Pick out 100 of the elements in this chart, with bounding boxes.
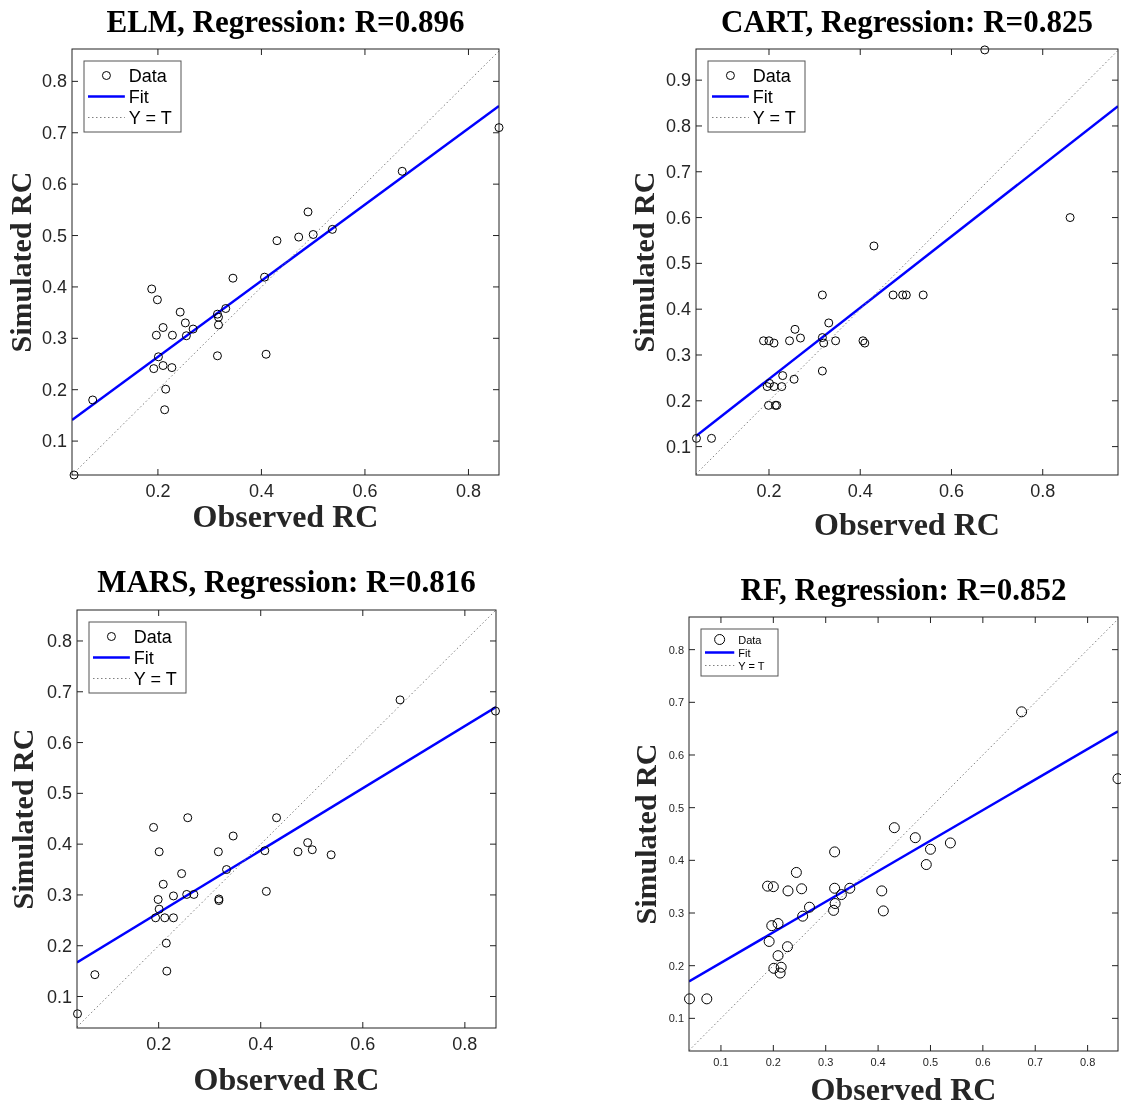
y-tick-label: 0.2 xyxy=(46,935,72,956)
point xyxy=(707,433,717,443)
point xyxy=(920,859,932,871)
legend-label: Y = T xyxy=(752,107,796,128)
point xyxy=(73,1009,83,1019)
point xyxy=(161,384,171,394)
point xyxy=(221,304,231,314)
y-tick-label: 0.2 xyxy=(41,379,67,400)
point xyxy=(824,318,834,328)
y-tick-label: 0.4 xyxy=(665,299,691,320)
point xyxy=(768,962,780,974)
point xyxy=(212,351,222,361)
y-tick-label: 0.8 xyxy=(41,71,67,92)
x-tick-label: 0.4 xyxy=(870,1056,886,1068)
x-axis-title: Observed RC xyxy=(814,506,1000,542)
y-tick-label: 0.3 xyxy=(41,328,67,349)
point xyxy=(181,331,191,341)
legend-label: Data xyxy=(738,633,763,646)
point xyxy=(782,885,794,897)
legend-label: Data xyxy=(752,65,792,86)
point xyxy=(775,961,787,973)
point xyxy=(829,882,841,894)
point xyxy=(303,838,313,848)
point xyxy=(168,891,178,901)
point xyxy=(797,910,809,922)
point xyxy=(153,352,163,362)
y-tick-label: 0.1 xyxy=(668,1012,684,1025)
point xyxy=(228,273,238,283)
y-tick-label: 0.2 xyxy=(665,390,691,411)
point xyxy=(167,330,177,340)
y-tick-label: 0.6 xyxy=(665,207,691,228)
legend-label: Y = T xyxy=(128,107,172,128)
y-tick-label: 0.5 xyxy=(665,253,691,274)
point xyxy=(160,405,170,415)
x-tick-label: 0.4 xyxy=(248,481,274,501)
legend-label: Fit xyxy=(752,86,773,107)
point xyxy=(831,336,841,346)
point xyxy=(149,364,159,374)
point xyxy=(397,166,407,176)
point xyxy=(326,850,336,860)
y-tick-label: 0.8 xyxy=(668,643,684,656)
y-tick-label: 0.5 xyxy=(668,801,684,814)
point xyxy=(769,338,779,348)
point xyxy=(766,920,778,932)
point xyxy=(168,913,178,923)
legend-label: Y = T xyxy=(133,668,177,689)
point xyxy=(152,295,162,305)
y-tick-label: 0.5 xyxy=(46,783,72,804)
x-tick-label: 0.6 xyxy=(938,481,964,501)
point xyxy=(918,290,928,300)
point xyxy=(189,889,199,899)
y-axis-title: Simulated RC xyxy=(626,171,660,353)
point xyxy=(844,882,856,894)
y-tick-label: 0.1 xyxy=(41,431,67,452)
point xyxy=(924,843,936,855)
x-axis-title: Observed RC xyxy=(193,1061,380,1097)
point xyxy=(817,366,827,376)
point xyxy=(772,950,784,962)
point xyxy=(691,433,701,443)
point xyxy=(877,905,889,917)
point xyxy=(177,869,187,879)
legend-label: Fit xyxy=(128,86,149,107)
point xyxy=(803,901,815,913)
point xyxy=(167,363,177,373)
point xyxy=(778,371,788,381)
point xyxy=(777,382,787,392)
point xyxy=(1065,213,1075,223)
point xyxy=(154,904,164,914)
point xyxy=(795,333,805,343)
point xyxy=(175,307,185,317)
point xyxy=(762,382,772,392)
y-tick-label: 0.9 xyxy=(665,70,691,91)
point xyxy=(817,333,827,343)
y-tick-label: 0.5 xyxy=(41,225,67,246)
x-tick-label: 0.1 xyxy=(713,1056,729,1068)
y-tick-label: 0.7 xyxy=(665,161,691,182)
point xyxy=(762,880,774,892)
point xyxy=(154,847,164,857)
point xyxy=(819,338,829,348)
point xyxy=(158,879,168,889)
x-tick-label: 0.2 xyxy=(756,481,782,501)
point xyxy=(490,706,500,716)
point xyxy=(774,967,786,979)
y-tick-label: 0.3 xyxy=(46,884,72,905)
point xyxy=(944,837,956,849)
point xyxy=(684,993,696,1005)
point xyxy=(153,895,163,904)
point xyxy=(162,966,172,976)
x-tick-label: 0.2 xyxy=(145,481,171,501)
x-tick-label: 0.2 xyxy=(765,1056,781,1068)
point xyxy=(772,918,784,930)
point xyxy=(759,336,769,346)
point xyxy=(327,224,337,234)
point xyxy=(69,470,79,480)
x-tick-label: 0.5 xyxy=(922,1056,939,1068)
point xyxy=(876,885,888,897)
y-tick-label: 0.1 xyxy=(46,986,72,1007)
y-tick-label: 0.7 xyxy=(46,681,72,702)
point xyxy=(888,822,900,834)
y-tick-label: 0.6 xyxy=(41,174,67,195)
